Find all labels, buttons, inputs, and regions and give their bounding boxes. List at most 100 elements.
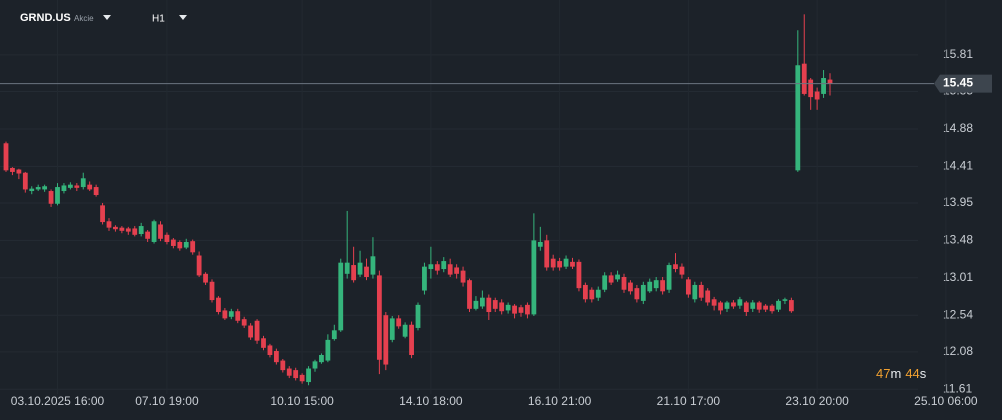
timeframe[interactable]: H1 [152,14,165,25]
y-tick-label: 13.95 [943,195,973,209]
candle-body [647,281,653,292]
timeframe-dropdown[interactable] [179,15,187,20]
candle-body [447,264,453,275]
candle-body [132,228,138,235]
candle-body [634,288,640,300]
candle-body [338,262,344,331]
candle-body [576,261,582,289]
candle-body [666,265,672,290]
candle-body [531,240,537,315]
candle-body [711,299,717,306]
candle-body [293,370,299,379]
candle-body [557,261,563,268]
candle-body [145,231,151,239]
candle-body [698,284,704,298]
candle-body [273,351,279,363]
candle-body [602,275,608,290]
candle-body [776,300,781,310]
candle-body [402,324,408,337]
countdown-seconds: 44 [905,366,919,381]
candle-body [512,305,517,314]
candle-body [370,256,376,275]
symbol[interactable]: GRND.US [20,12,71,24]
candle-body [595,289,601,298]
candle-body [756,302,762,310]
candle-body [550,258,556,268]
candle-body [454,267,460,274]
candle-body [505,304,511,311]
candle-body [267,345,273,355]
candle-body [814,91,820,100]
symbol-dropdown[interactable] [103,15,111,20]
candle-body [87,184,93,190]
candle-body [415,304,421,328]
candle-body [170,239,176,246]
candle-body [763,305,769,310]
candle-body [801,63,807,94]
candle-body [216,297,221,313]
candle-body [518,307,524,313]
candle-body [164,234,170,242]
candle-body [821,78,826,94]
candle-body [344,262,350,274]
countdown-minutes: 47 [876,366,890,381]
candle-body [351,265,357,281]
candle-body [685,279,691,295]
candle-body [10,167,15,172]
x-tick-label: 25.10 06:00 [914,394,978,408]
candle-body [286,368,292,376]
candle-body [183,241,189,248]
candle-body [299,374,305,382]
candle-body [113,226,118,230]
candle-body [248,325,254,338]
candles [3,14,833,386]
candle-body [705,290,711,303]
candle-body [492,300,498,309]
candle-body [100,205,105,223]
y-tick-label: 12.08 [943,344,973,358]
candle-body [396,318,402,327]
candle-body [151,221,157,242]
candle-body [460,270,466,283]
candle-body [196,255,202,276]
candle-body [621,276,627,290]
candle-body [467,280,472,309]
candle-body [35,187,41,190]
candle-body [409,324,414,355]
candle-body [589,289,595,300]
candle-body [138,226,144,235]
candle-body [331,330,337,340]
candle-body [177,241,183,249]
candle-body [22,172,28,190]
x-tick-label: 03.10.2025 16:00 [11,394,105,408]
candle-body [731,302,736,307]
candle-body [737,299,743,306]
candle-body [479,297,485,307]
candle-body [795,65,801,171]
candle-body [383,315,389,365]
candle-body [222,310,228,319]
candle-body [743,302,749,313]
candle-body [125,228,131,232]
candle-body [29,188,35,192]
candle-body [203,273,208,283]
candle-body [808,79,814,98]
candle-body [16,169,22,174]
candle-body [628,282,633,292]
candle-body [190,241,196,253]
candle-body [615,274,620,280]
overlay: 15.45 [0,74,992,93]
candle-body [228,311,234,317]
x-tick-label: 10.10 15:00 [270,394,334,408]
candle-body [241,319,247,326]
countdown-unit: s [920,366,927,381]
candle-body [74,185,80,188]
candle-body [422,266,427,291]
candle-body [376,275,382,360]
candle-body [750,302,756,309]
candle-body [692,284,698,300]
candle-body [61,185,67,192]
countdown: 47m 44s [876,366,927,381]
